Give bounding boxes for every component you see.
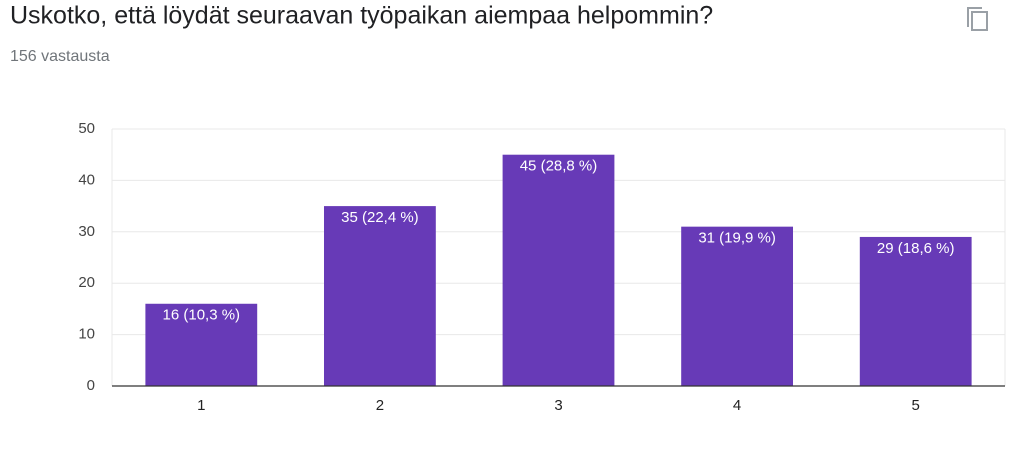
data-label: 35 (22,4 %) bbox=[341, 209, 419, 226]
bar bbox=[502, 154, 615, 386]
bar bbox=[145, 303, 258, 386]
x-tick-label: 3 bbox=[554, 397, 562, 414]
y-tick-label: 50 bbox=[78, 120, 95, 137]
y-tick-label: 20 bbox=[78, 274, 95, 291]
x-tick-label: 4 bbox=[733, 397, 741, 414]
data-label: 16 (10,3 %) bbox=[163, 307, 241, 324]
data-label: 29 (18,6 %) bbox=[877, 240, 955, 257]
y-tick-label: 40 bbox=[78, 171, 95, 188]
bar bbox=[681, 226, 794, 386]
x-tick-label: 5 bbox=[912, 397, 920, 414]
x-tick-label: 1 bbox=[197, 397, 205, 414]
y-tick-label: 30 bbox=[78, 223, 95, 240]
copy-icon-back bbox=[967, 7, 982, 27]
bar bbox=[323, 206, 436, 386]
y-tick-label: 0 bbox=[87, 377, 95, 394]
copy-icon-front bbox=[971, 11, 988, 31]
y-tick-label: 10 bbox=[78, 326, 95, 343]
bar bbox=[859, 236, 972, 386]
data-label: 45 (28,8 %) bbox=[520, 158, 598, 175]
chart-title: Uskotko, että löydät seuraavan työpaikan… bbox=[10, 2, 713, 30]
data-label: 31 (19,9 %) bbox=[698, 230, 776, 247]
response-count: 156 vastausta bbox=[10, 48, 110, 65]
copy-icon[interactable] bbox=[967, 7, 988, 31]
x-tick-label: 2 bbox=[376, 397, 384, 414]
